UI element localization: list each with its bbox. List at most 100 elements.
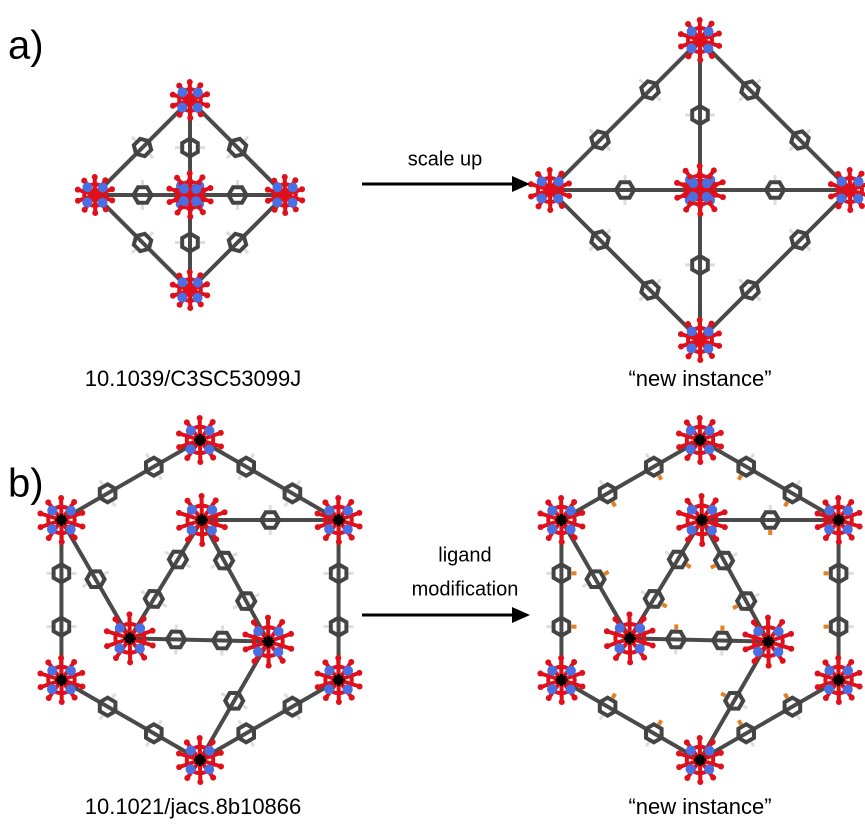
oxygen — [835, 495, 841, 501]
oxygen — [174, 175, 180, 181]
hydrogen — [751, 454, 754, 458]
oxygen — [170, 282, 176, 288]
oxygen — [323, 695, 329, 701]
oxygen — [847, 167, 853, 173]
oxygen — [709, 21, 715, 27]
oxygen — [197, 415, 203, 421]
oxygen — [187, 79, 193, 85]
linker — [61, 680, 200, 760]
oxygen — [187, 115, 193, 121]
oxygen — [720, 194, 726, 200]
hydrogen — [807, 247, 811, 251]
oxygen — [678, 43, 684, 49]
copper — [177, 87, 187, 97]
panel-label: a) — [8, 24, 44, 68]
oxygen — [697, 171, 703, 177]
oxygen — [718, 764, 724, 770]
oxygen — [167, 199, 173, 205]
result-label: “new instance” — [628, 794, 771, 819]
oxygen — [571, 499, 577, 505]
oxygen — [676, 430, 682, 436]
oxygen — [322, 659, 328, 665]
linker — [202, 520, 268, 642]
hydrogen — [711, 565, 715, 567]
arrow-head — [512, 607, 530, 623]
oxygen — [716, 343, 722, 349]
linker — [700, 40, 850, 190]
oxygen — [187, 269, 193, 275]
oxygen — [243, 646, 249, 652]
copper — [686, 426, 696, 436]
oxygen — [538, 524, 544, 530]
oxygen — [187, 214, 193, 220]
hydrogen — [83, 584, 87, 587]
hydrogen — [100, 480, 103, 484]
oxygen — [815, 670, 821, 676]
oxygen — [678, 343, 684, 349]
oxygen — [336, 539, 342, 545]
copper — [274, 627, 284, 637]
oxygen — [218, 750, 224, 756]
oxygen — [185, 498, 191, 504]
linker — [130, 638, 269, 641]
hydrogen — [186, 565, 190, 568]
oxygen — [815, 510, 821, 516]
oxygen — [127, 659, 133, 665]
oxygen — [251, 658, 257, 664]
hydrogen — [739, 475, 742, 479]
oxygen — [104, 628, 110, 634]
oxygen — [697, 415, 703, 421]
oxygen — [173, 197, 179, 203]
copper — [47, 506, 57, 516]
oxygen — [849, 695, 855, 701]
copper — [553, 194, 563, 204]
oxygen — [75, 187, 81, 193]
oxygen — [322, 499, 328, 505]
hydrogen — [733, 606, 737, 608]
hydrogen — [607, 229, 611, 233]
oxygen — [184, 419, 190, 425]
hydrogen — [659, 720, 662, 724]
oxygen — [299, 197, 305, 203]
hydrogen — [113, 502, 116, 506]
oxygen — [348, 659, 354, 665]
oxygen — [822, 659, 828, 665]
hydrogen — [211, 565, 215, 567]
oxygen — [788, 631, 794, 637]
copper — [207, 525, 217, 535]
oxygen — [218, 444, 224, 450]
copper — [837, 176, 847, 186]
oxygen — [104, 643, 110, 649]
copper — [272, 182, 282, 192]
hydrogen — [751, 742, 754, 746]
oxygen — [222, 509, 228, 515]
oxygen — [547, 167, 553, 173]
oxygen — [579, 670, 585, 676]
copper — [704, 327, 714, 337]
hydrogen — [583, 584, 587, 587]
hydrogen — [641, 591, 645, 594]
copper — [324, 506, 334, 516]
oxygen — [546, 535, 552, 541]
oxygen — [697, 57, 703, 63]
copper — [686, 343, 696, 353]
oxygen — [572, 695, 578, 701]
hydrogen — [233, 553, 237, 555]
copper — [836, 193, 846, 203]
oxygen — [856, 670, 862, 676]
oxygen — [710, 455, 716, 461]
oxygen — [572, 535, 578, 541]
oxygen — [678, 331, 684, 337]
oxygen — [685, 498, 691, 504]
oxygen — [682, 182, 688, 188]
oxygen — [204, 281, 210, 287]
copper — [547, 666, 557, 676]
oxygen — [676, 444, 682, 450]
copper — [547, 506, 557, 516]
oxygen — [535, 203, 541, 209]
oxygen — [288, 631, 294, 637]
oxygen — [173, 188, 179, 194]
oxygen — [280, 658, 286, 664]
copper — [204, 426, 214, 436]
oxygen — [697, 735, 703, 741]
